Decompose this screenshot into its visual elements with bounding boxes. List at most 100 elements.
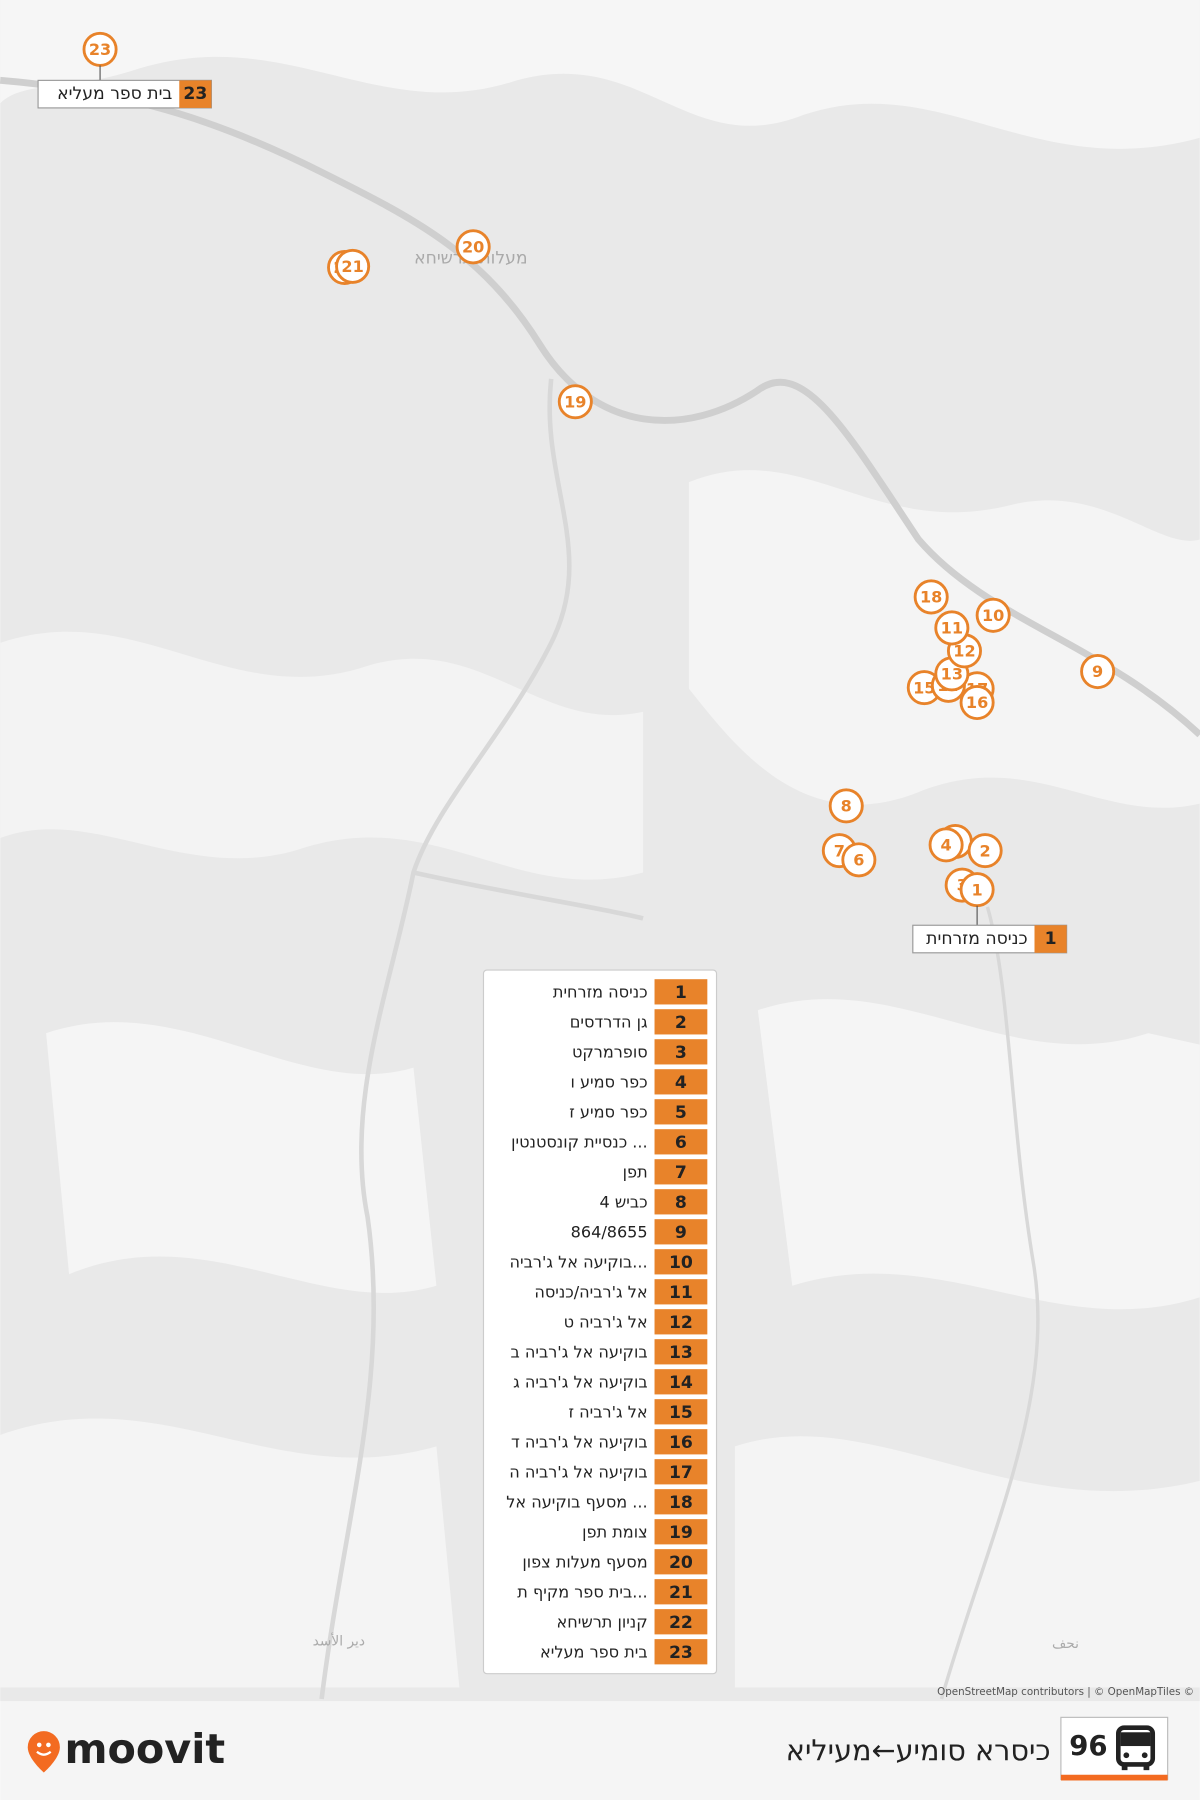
stop-marker-number: 18	[920, 588, 942, 607]
stop-marker	[1080, 654, 1116, 690]
legend-number: 7	[675, 1163, 687, 1183]
legend-number: 9	[675, 1223, 687, 1243]
logo: moovit	[64, 1725, 225, 1773]
legend-stop-name: 864/8655	[571, 1222, 648, 1241]
stop-marker	[335, 248, 371, 284]
stop-marker	[975, 597, 1011, 633]
legend-number-box	[654, 1519, 708, 1545]
legend-number: 20	[669, 1553, 693, 1573]
stop-marker-number: 4	[941, 836, 952, 855]
legend-number: 8	[675, 1193, 687, 1213]
route-number: 96	[1069, 1730, 1107, 1762]
legend-stop-name: בית ספר מעליא	[540, 1642, 648, 1661]
stop-marker-number: 10	[982, 606, 1004, 625]
legend-number-box	[654, 1069, 708, 1095]
legend-number: 6	[675, 1133, 687, 1153]
legend-number: 21	[669, 1583, 693, 1603]
footer: moovit 96 כיסרא סומיע←מעיליא	[0, 1701, 1200, 1800]
legend-stop-name: מסעף בוקיעה אל ...	[506, 1492, 647, 1511]
legend-stop-name: כפר סמיע ו	[570, 1072, 647, 1091]
legend-number-box	[654, 1579, 708, 1605]
legend-stop-name: תפן	[623, 1162, 648, 1181]
legend-number: 4	[675, 1073, 687, 1093]
stop-marker-number: 13	[941, 665, 963, 684]
legend-number-box	[654, 1339, 708, 1365]
legend-number-box	[654, 1399, 708, 1425]
legend-number: 23	[669, 1643, 693, 1663]
stop-marker-number: 11	[941, 619, 963, 638]
legend-stop-name: סופרמרקט	[572, 1042, 648, 1061]
bus-icon	[1116, 1725, 1156, 1771]
legend-number: 13	[669, 1343, 693, 1363]
stop-marker	[934, 610, 970, 646]
legend-stop-name: בוקיעה אל ג'רביה...	[510, 1252, 648, 1271]
place-label: نحف	[1052, 1636, 1079, 1652]
legend-stop-name: בית ספר מקיף ת...	[517, 1582, 647, 1601]
legend-number: 3	[675, 1043, 687, 1063]
legend-number-box	[654, 1489, 708, 1515]
callout-name: כניסה מזרחית	[926, 929, 1027, 949]
legend-number-box	[654, 1279, 708, 1305]
stop-marker-number: 19	[564, 392, 586, 411]
legend-number: 18	[669, 1493, 693, 1513]
legend-number: 2	[675, 1013, 687, 1033]
route-badge-accent	[1060, 1774, 1168, 1781]
legend-number-box	[654, 1129, 708, 1155]
legend-number-box	[654, 1429, 708, 1455]
legend-number: 10	[669, 1253, 693, 1273]
legend-number-box	[654, 1219, 708, 1245]
callout-number-box	[179, 80, 212, 108]
place-label: دير الأسد	[313, 1633, 365, 1650]
stop-marker	[557, 384, 593, 420]
stop-marker	[928, 827, 964, 863]
stop-marker-number: 23	[89, 40, 111, 59]
legend-number-box	[654, 1639, 708, 1665]
legend-number-box	[654, 1549, 708, 1575]
legend-stop-name: כביש 4	[600, 1192, 648, 1211]
legend-number: 19	[669, 1523, 693, 1543]
callout-number: 1	[1045, 929, 1057, 949]
legend-number-box	[654, 1099, 708, 1125]
stop-callouts: 1 כניסה מזרחית 23 בית ספר מעליא	[37, 65, 1068, 954]
legend-stop-name: גן הדרדסים	[570, 1012, 648, 1031]
stop-marker-number: 9	[1092, 662, 1103, 681]
legend-number: 11	[669, 1283, 693, 1303]
attribution: OpenStreetMap contributors | © OpenMapTi…	[937, 1686, 1194, 1698]
legend-stop-name: צומת תפן	[582, 1522, 647, 1541]
legend-number-box	[654, 1309, 708, 1335]
legend-number-box	[654, 1189, 708, 1215]
stop-marker	[913, 579, 949, 615]
stop-marker-number: 8	[841, 797, 852, 816]
legend-stop-name: בוקיעה אל ג'רביה ד	[511, 1432, 648, 1451]
legend-stop-name: בוקיעה אל ג'רביה ב	[510, 1342, 647, 1361]
callout-name: בית ספר מעליא	[57, 84, 172, 104]
legend-stop-name: מסעף מעלות צפון	[522, 1552, 647, 1571]
legend-stop-name: בוקיעה אל ג'רביה ג	[513, 1372, 647, 1391]
legend-number: 12	[669, 1313, 693, 1333]
legend-number-box	[654, 1159, 708, 1185]
legend-stop-name: אל ג'רביה ז	[569, 1402, 648, 1421]
footer-bar	[0, 1701, 1200, 1800]
legend-number-box	[654, 1009, 708, 1035]
stop-marker-number: 16	[966, 693, 988, 712]
stop-marker-number: 7	[834, 841, 845, 860]
stop-marker	[967, 833, 1003, 869]
legend-number-box	[654, 1249, 708, 1275]
legend-stop-name: קניון תרשיחא	[557, 1612, 648, 1631]
stop-marker	[841, 842, 877, 878]
legend-number-box	[654, 979, 708, 1005]
legend-number: 17	[669, 1463, 693, 1483]
callout-number-box	[1034, 925, 1067, 953]
callout-number: 23	[183, 84, 207, 104]
stop-marker-number: 2	[980, 841, 991, 860]
stop-legend: 1 כניסה מזרחית 2 גן הדרדסים 3 סופרמרקט 4 כפר סמ…	[482, 969, 718, 1675]
legend-number: 16	[669, 1433, 693, 1453]
legend-number-box	[654, 1369, 708, 1395]
legend-number: 5	[675, 1103, 687, 1123]
stop-marker-number: 15	[913, 678, 935, 697]
legend-number: 22	[669, 1613, 693, 1633]
legend-stop-name: בוקיעה אל ג'רביה ה	[509, 1462, 647, 1481]
route-title: כיסרא סומיע←מעיליא	[786, 1733, 1051, 1767]
stop-marker	[82, 31, 118, 67]
